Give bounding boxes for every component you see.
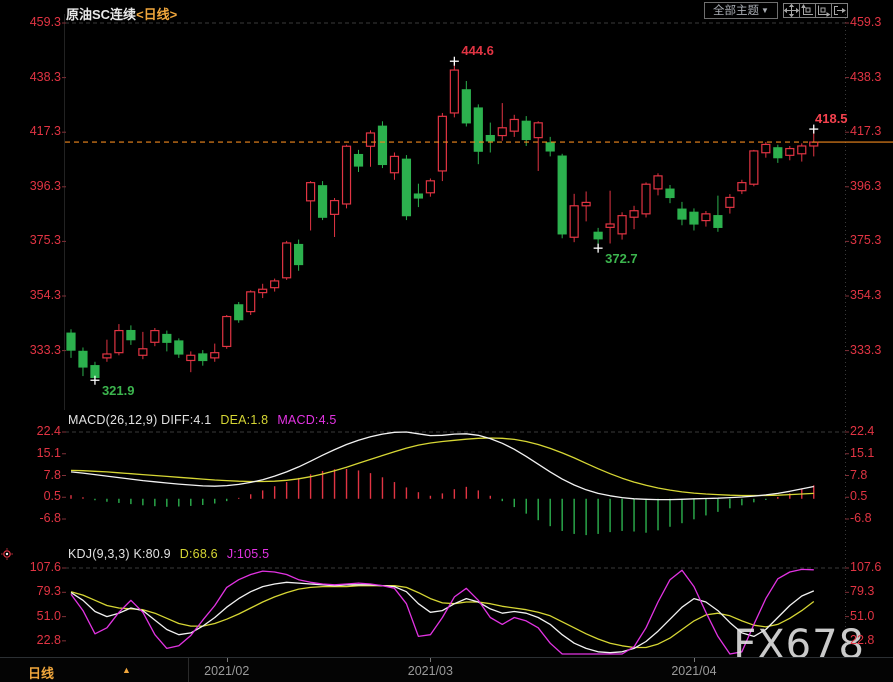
y-axis-label-left-price: 333.3 — [29, 342, 61, 357]
y-axis-label-right-macd: 0.5 — [850, 489, 868, 504]
chevron-down-icon: ▼ — [761, 6, 769, 15]
scale-left-axis-icon[interactable] — [799, 3, 816, 18]
price-annotation: 321.9 — [101, 383, 135, 399]
theme-dropdown-label: 全部主题 — [713, 5, 760, 17]
kdj-settings-icon[interactable] — [1, 547, 13, 565]
y-axis-label-right-macd: 15.1 — [850, 445, 875, 460]
y-axis-label-left-kdj: 22.8 — [36, 632, 61, 647]
x-axis-month-label: 2021/04 — [671, 664, 717, 678]
y-axis-label-left-macd: -6.8 — [39, 511, 61, 526]
theme-dropdown[interactable]: 全部主题 ▼ — [704, 2, 778, 19]
bottom-toolbar: 日线 ▲ 2021/02 2021/03 2021/04 — [0, 657, 893, 682]
macd-name-and-diff: MACD(26,12,9) DIFF:4.1 — [68, 413, 212, 427]
y-axis-label-left-price: 375.3 — [29, 233, 61, 248]
price-annotation: 444.6 — [461, 43, 494, 59]
instrument-name: 原油SC连续 — [66, 7, 137, 22]
macd-macd-value: MACD:4.5 — [277, 413, 337, 427]
y-axis-label-right-macd: -6.8 — [850, 511, 872, 526]
y-axis-label-right-price: 438.3 — [850, 69, 882, 84]
y-axis-label-left-macd: 22.4 — [36, 424, 61, 438]
y-axis-label-right-kdj: 22.8 — [850, 632, 875, 647]
x-axis-month-label: 2021/03 — [407, 664, 453, 678]
y-axis-label-left-macd: 7.8 — [43, 467, 61, 482]
y-axis-label-right-kdj: 107.6 — [850, 560, 882, 574]
y-axis-label-right-macd: 7.8 — [850, 467, 868, 482]
x-axis-tick — [430, 658, 432, 662]
y-axis-label-left-kdj: 79.3 — [36, 584, 61, 599]
y-axis-label-left-price: 438.3 — [29, 69, 61, 84]
y-axis-label-left-price: 354.3 — [29, 288, 61, 302]
y-axis-label-left-kdj: 51.0 — [36, 608, 61, 623]
y-axis-label-left-macd: 0.5 — [43, 489, 61, 504]
macd-indicator-header[interactable]: MACD(26,12,9) DIFF:4.1 DEA:1.8 MACD:4.5 — [68, 413, 337, 427]
y-axis-label-right-macd: 22.4 — [850, 424, 875, 438]
period-tag: <日线> — [136, 7, 178, 22]
y-axis-label-left-kdj: 107.6 — [29, 560, 61, 574]
pan-icon[interactable] — [783, 3, 800, 18]
last-price-label: 418.5 — [815, 111, 848, 126]
y-axis-label-right-price: 459.3 — [850, 15, 882, 29]
kdj-j-value: J:105.5 — [226, 547, 270, 561]
x-axis-tick — [226, 658, 228, 662]
y-axis-label-right-price: 417.3 — [850, 124, 882, 139]
period-tab-daily[interactable]: 日线 — [28, 666, 55, 681]
bottom-bar-divider — [188, 658, 189, 682]
y-axis-label-right-price: 375.3 — [850, 233, 882, 248]
y-axis-label-right-kdj: 79.3 — [850, 584, 875, 599]
y-axis-label-right-price: 333.3 — [850, 342, 882, 357]
x-axis-month-label: 2021/02 — [204, 664, 250, 678]
scale-right-axis-icon[interactable] — [815, 3, 832, 18]
y-axis-label-left-price: 396.3 — [29, 178, 61, 193]
period-expand-arrow-icon[interactable]: ▲ — [122, 665, 131, 675]
kdj-d-value: D:68.6 — [179, 547, 218, 561]
instrument-title: 原油SC连续<日线> — [66, 4, 177, 23]
price-annotation: 372.7 — [605, 251, 638, 267]
kdj-indicator-header[interactable]: KDJ(9,3,3) K:80.9 D:68.6 J:105.5 — [68, 547, 269, 561]
x-axis-tick — [693, 658, 695, 662]
y-axis-label-left-price: 459.3 — [29, 15, 61, 29]
y-axis-label-right-price: 396.3 — [850, 178, 882, 193]
y-axis-label-left-price: 417.3 — [29, 124, 61, 139]
macd-dea-value: DEA:1.8 — [220, 413, 269, 427]
kdj-name-and-k: KDJ(9,3,3) K:80.9 — [68, 547, 171, 561]
detach-panel-icon[interactable] — [831, 3, 848, 18]
y-axis-label-left-macd: 15.1 — [36, 445, 61, 460]
y-axis-label-right-kdj: 51.0 — [850, 608, 875, 623]
y-axis-label-right-price: 354.3 — [850, 288, 882, 302]
